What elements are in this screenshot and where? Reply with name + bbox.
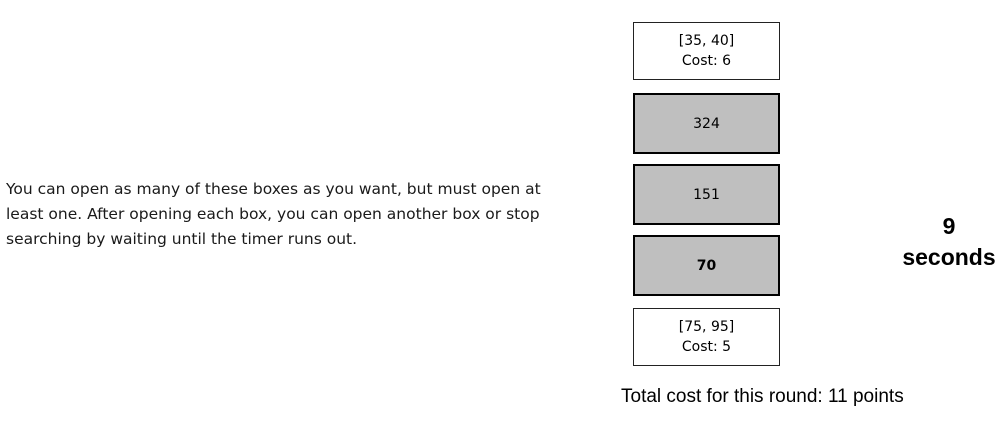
countdown-timer: 9 seconds — [895, 211, 1003, 273]
box-1-cost: Cost: 6 — [681, 53, 732, 69]
timer-unit: seconds — [902, 244, 996, 270]
box-5-range: [75, 95] — [678, 319, 735, 335]
box-4-value: 70 — [696, 257, 717, 274]
box-3-value: 151 — [693, 186, 720, 203]
box-3-opened: 151 — [633, 164, 780, 225]
instructions-text: You can open as many of these boxes as y… — [6, 180, 541, 248]
box-5-cost: Cost: 5 — [681, 339, 732, 355]
timer-value: 9 — [942, 213, 956, 239]
total-cost-text: Total cost for this round: 11 points — [621, 386, 904, 407]
box-2-opened: 324 — [633, 93, 780, 154]
box-4-opened: 70 — [633, 235, 780, 296]
box-2-value: 324 — [693, 115, 720, 132]
box-1-closed[interactable]: [35, 40] Cost: 6 — [633, 22, 780, 80]
box-5-closed[interactable]: [75, 95] Cost: 5 — [633, 308, 780, 366]
box-1-range: [35, 40] — [678, 33, 735, 49]
